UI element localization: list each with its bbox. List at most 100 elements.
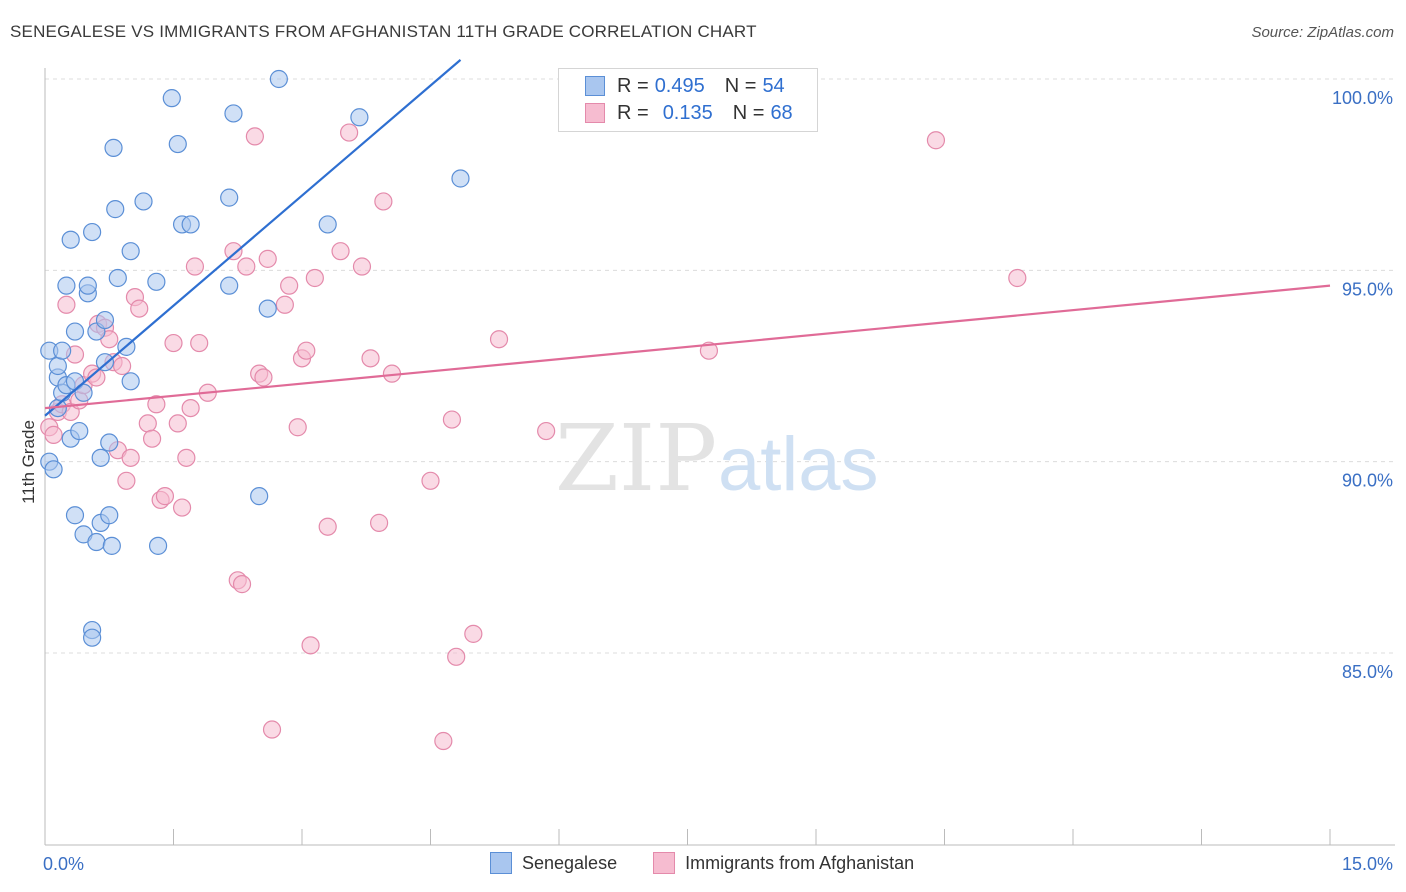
x-tick-label: 0.0% (43, 854, 84, 874)
legend-swatch-blue (490, 852, 512, 874)
afghanistan-point (232, 575, 252, 594)
senegalese-point (74, 383, 93, 402)
tick-labels: 100.0% 95.0% 90.0% 85.0% 0.0% 15.0% (43, 88, 1393, 874)
source-label: Source: ZipAtlas.com (1251, 24, 1394, 41)
y-axis-label: 11th Grade (19, 420, 38, 504)
senegalese-point (350, 108, 369, 127)
senegalese-point (106, 200, 125, 219)
watermark: ZIP atlas (555, 405, 879, 512)
senegalese-point (269, 69, 288, 89)
legend-r-label: R = (617, 101, 649, 124)
x-tick-label: 15.0% (1342, 854, 1393, 874)
senegalese-point (224, 104, 243, 123)
afghanistan-point (305, 268, 324, 288)
legend-label-afghanistan: Immigrants from Afghanistan (685, 852, 915, 873)
afghanistan-trend-line (44, 284, 1331, 410)
afghanistan-point (190, 333, 209, 353)
afghanistan-point (177, 448, 196, 467)
afghanistan-point (434, 731, 453, 751)
legend-row-senegalese: R = 0.495 N = 54 (585, 73, 785, 99)
senegalese-point (78, 276, 97, 295)
senegalese-point (100, 506, 119, 525)
senegalese-point (95, 310, 115, 330)
afghanistan-point (57, 295, 76, 314)
senegalese-point (83, 628, 102, 647)
afghanistan-point (245, 127, 264, 146)
afghanistan-point (1008, 268, 1027, 288)
senegalese-point (108, 268, 127, 288)
afghanistan-point (155, 487, 175, 506)
afghanistan-point (44, 425, 63, 444)
afghanistan-point (489, 330, 509, 349)
senegalese-point (53, 341, 72, 360)
chart-title: SENEGALESE VS IMMIGRANTS FROM AFGHANISTA… (10, 22, 757, 41)
senegalese-point (451, 169, 470, 188)
afghanistan-point (331, 242, 350, 261)
legend-n-value: 54 (762, 74, 785, 97)
senegalese-point (57, 276, 76, 295)
afghanistan-point (361, 349, 380, 368)
senegalese-point (44, 460, 63, 479)
afghanistan-point (185, 257, 205, 276)
senegalese-point (95, 353, 115, 372)
afghanistan-point (352, 257, 372, 276)
senegalese-point (61, 230, 80, 249)
afghanistan-point (464, 624, 483, 643)
senegalese-point (87, 532, 106, 552)
afghanistan-point (421, 471, 440, 490)
senegalese-point (162, 89, 181, 108)
stats-legend: R = 0.495 N = 54 R = 0.135 N = 68 (558, 68, 818, 132)
afghanistan-point (442, 410, 462, 429)
grid-layer (45, 78, 1395, 654)
senegalese-point (104, 138, 123, 157)
y-tick-label: 90.0% (1342, 471, 1393, 491)
senegalese-point (250, 487, 269, 506)
watermark-atlas: atlas (718, 422, 879, 507)
afghanistan-point (280, 276, 299, 295)
series-afghanistan-points (40, 123, 1027, 751)
afghanistan-point (254, 368, 273, 387)
legend-item-senegalese: Senegalese (490, 852, 617, 874)
afghanistan-point (262, 720, 282, 739)
senegalese-point (102, 536, 121, 555)
senegalese-point (48, 356, 67, 376)
y-tick-label: 95.0% (1342, 279, 1393, 299)
afghanistan-point (699, 341, 719, 360)
afghanistan-point (537, 421, 556, 441)
afghanistan-point (301, 636, 320, 655)
y-tick-label: 100.0% (1332, 88, 1393, 108)
afghanistan-point (138, 414, 157, 433)
afghanistan-point (447, 647, 466, 666)
senegalese-point (121, 242, 140, 261)
legend-row-afghanistan: R = 0.135 N = 68 (585, 100, 793, 126)
senegalese-point (91, 448, 110, 467)
legend-r-value: 0.135 (662, 101, 713, 124)
afghanistan-point (142, 429, 162, 448)
afghanistan-point (340, 123, 359, 142)
legend-swatch-blue (585, 76, 605, 96)
senegalese-trend-line (44, 59, 462, 417)
senegalese-point (65, 506, 85, 525)
afghanistan-point (258, 249, 277, 268)
legend-swatch-pink (585, 103, 605, 123)
afghanistan-point (168, 414, 187, 433)
afghanistan-point (164, 333, 183, 353)
senegalese-point (168, 134, 187, 154)
senegalese-point (148, 536, 168, 555)
senegalese-point (134, 192, 153, 211)
afghanistan-point (181, 398, 200, 418)
senegalese-point (70, 421, 89, 441)
legend-r-value: 0.495 (654, 74, 705, 97)
legend-n-label: N = (724, 74, 757, 97)
senegalese-point (318, 215, 337, 234)
senegalese-point (147, 272, 166, 291)
watermark-zip: ZIP (555, 405, 717, 512)
afghanistan-point (370, 513, 389, 532)
afghanistan-point (117, 471, 136, 490)
legend-swatch-pink (653, 852, 676, 874)
legend-r-label: R = (617, 74, 649, 97)
senegalese-point (65, 322, 85, 341)
afghanistan-point (297, 341, 316, 360)
afghanistan-point (224, 242, 243, 261)
